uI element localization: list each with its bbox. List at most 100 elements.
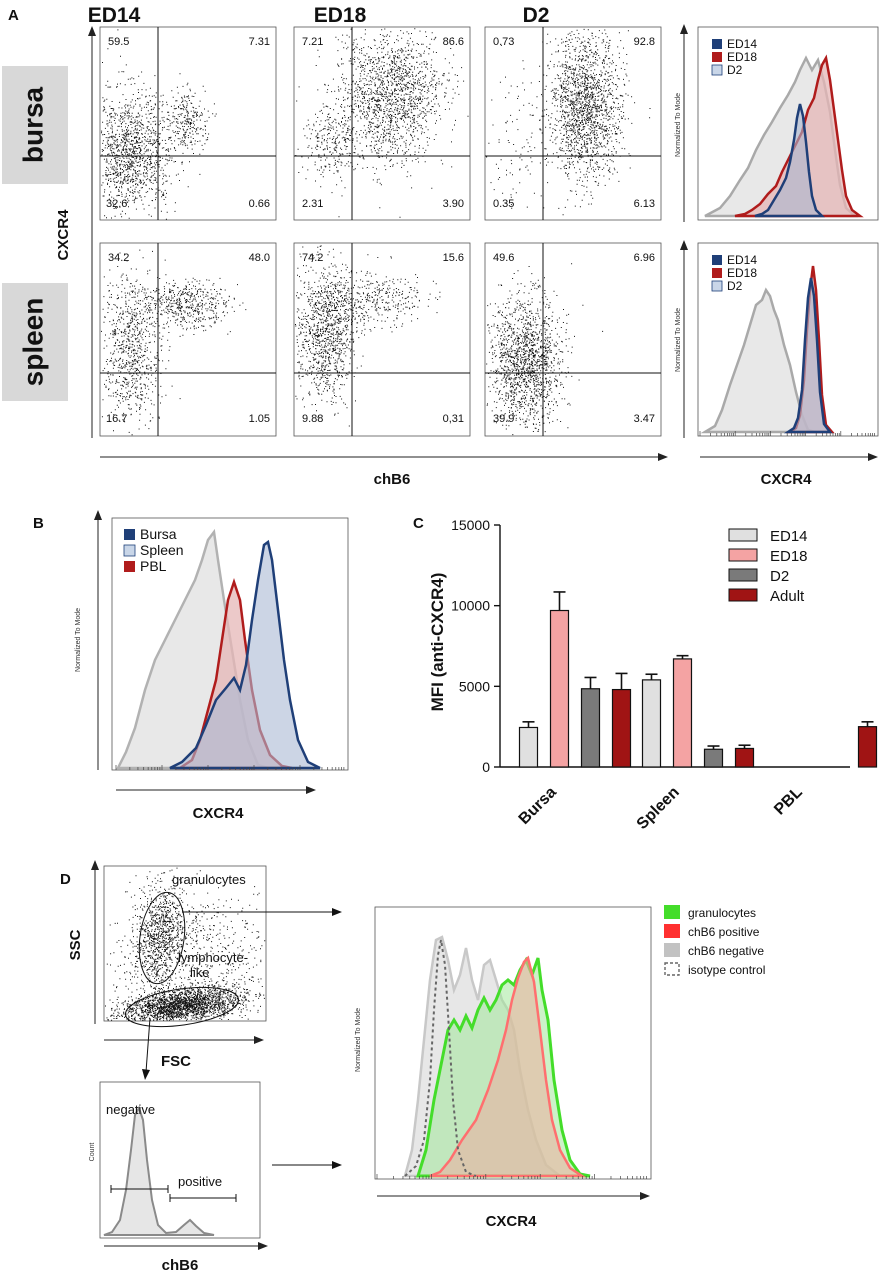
arrowhead-granulocytes [332, 908, 342, 916]
arrowhead-lymph [142, 1069, 150, 1080]
arrow-lymph-to-chb6 [145, 1017, 151, 1073]
dot-cloud [101, 29, 201, 220]
quad-spleen-ed18-ul: 74.2 [302, 252, 323, 264]
quadrant-gates [100, 27, 661, 436]
d-legend-iso-swatch [664, 962, 680, 976]
b-legend-bursa-swatch [124, 529, 135, 540]
c-legend-adult: Adult [770, 588, 805, 605]
bar-bursa-ed18 [549, 609, 570, 768]
a-hist-x-label: CXCR4 [761, 471, 813, 488]
c-legend-swatch-ed14 [728, 528, 758, 542]
c-y-axis-label: MFI (anti-CXCR4) [428, 573, 447, 712]
d-ssc-label: SSC [67, 929, 84, 960]
d-pos-curve [429, 955, 587, 1178]
quad-spleen-d2-ul: 49.6 [493, 252, 514, 264]
quad-spleen-ed18-ll: 9.88 [302, 413, 323, 425]
d-legend-pos: chB6 positive [688, 925, 760, 939]
panel-d-letter: D [60, 871, 71, 888]
row-label-bursa-box [2, 66, 68, 184]
dot-cloud [120, 274, 247, 337]
hist-spleen-y-label: Normalized To Mode [675, 308, 682, 372]
bar-pbl-adult [857, 726, 878, 768]
hist-bursa-ed14-curve [754, 103, 826, 218]
quad-spleen-ed14-lr: 1.05 [249, 413, 270, 425]
d-big-hist-y-label: Normalized To Mode [355, 1008, 362, 1072]
quad-spleen-d2-lr: 3.47 [634, 413, 655, 425]
dotplot-spleen-d2 [484, 242, 662, 437]
quad-bursa-ed18-ur: 86.6 [443, 36, 464, 48]
panel-c-letter: C [413, 515, 424, 532]
bar-spleen-d2 [703, 748, 724, 768]
b-legend-pbl-swatch [124, 561, 135, 572]
c-legend-ed18: ED18 [770, 548, 808, 565]
d-ssc-arrowhead [91, 860, 99, 870]
column-title-d2: D2 [523, 4, 550, 27]
c-category-label: Spleen [634, 784, 683, 833]
a-hist1-y-arrowhead [680, 24, 688, 34]
b-legend-spleen-swatch [123, 544, 136, 557]
dotplot-bursa-ed14 [99, 26, 277, 221]
c-legend-d2: D2 [770, 568, 789, 585]
panel-a: A ED14 ED18 D2 bursa spleen CXCR4 chB6 [2, 4, 879, 488]
quad-bursa-ed14-ur: 7.31 [249, 36, 270, 48]
d-big-hist-x-label: CXCR4 [486, 1213, 538, 1230]
quad-spleen-ed18-lr: 0,31 [443, 413, 464, 425]
c-y-tick-label: 15000 [451, 517, 490, 533]
panel-d: D SSC granulocytes lymphocyte- like FSC … [60, 860, 765, 1274]
d-scatter-frame [103, 865, 267, 1022]
c-category-label: Bursa [516, 784, 560, 828]
hist-spleen-legend-d2: D2 [727, 279, 743, 293]
quad-bursa-d2-ul: 0.73 [493, 36, 514, 48]
quad-bursa-d2-ur: 92.8 [634, 36, 655, 48]
c-legend-ed14: ED14 [770, 528, 808, 545]
bar-chart: 0 5000 10000 15000 MFI (anti-CXCR4) Bursa Sple… [428, 517, 878, 833]
c-legend-swatch-ed18 [728, 548, 758, 562]
bar-spleen-adult [734, 747, 755, 768]
c-category-label: PBL [771, 784, 806, 819]
hist-spleen-legend-ed14-swatch [712, 255, 722, 265]
b-legend-pbl: PBL [140, 558, 167, 574]
b-legend-spleen: Spleen [140, 542, 184, 558]
hist-bursa-legend-d2: D2 [727, 63, 743, 77]
b-x-arrowhead [306, 786, 316, 794]
granulocyte-gate [138, 891, 186, 985]
panel-b-letter: B [33, 515, 44, 532]
c-y-tick-label: 10000 [451, 598, 490, 614]
quad-spleen-d2-ll: 39.9 [493, 413, 514, 425]
hist-bursa-ed18-curve [734, 54, 864, 218]
panel-a-letter: A [8, 7, 19, 24]
quad-bursa-ed14-lr: 0.66 [249, 198, 270, 210]
b-hist-curves [115, 528, 321, 770]
d-chb6-count-label: Count [89, 1143, 96, 1162]
column-title-ed14: ED14 [88, 4, 141, 27]
hist-bursa-y-label: Normalized To Mode [675, 93, 682, 157]
quad-bursa-d2-ll: 0.35 [493, 198, 514, 210]
gate-label-lymphocyte-2: like [190, 965, 210, 980]
gate-label-negative: negative [106, 1102, 155, 1117]
dot-cloud [105, 977, 265, 1021]
a-y-axis-arrowhead [88, 26, 96, 36]
gate-label-positive: positive [178, 1174, 222, 1189]
gate-label-lymphocyte-1: lymphocyte- [178, 950, 248, 965]
chb6-gates [110, 1185, 237, 1202]
d-fsc-arrowhead [254, 1036, 264, 1044]
hist-spleen-ed14-curve [783, 277, 833, 434]
dotplot-spleen-ed14 [99, 242, 277, 437]
d-big-hist-x-arrowhead [640, 1192, 650, 1200]
quad-spleen-d2-ur: 6.96 [634, 252, 655, 264]
dot-cloud [106, 867, 266, 1021]
row-label-bursa: bursa [17, 86, 48, 163]
quad-bursa-ed14-ll: 32.6 [106, 198, 127, 210]
hist-bursa-legend-ed14-swatch [712, 39, 722, 49]
dotplot-spleen-ed18 [293, 242, 471, 437]
hist-spleen-legend-ed18-swatch [712, 268, 722, 278]
d-scatter-dots [105, 867, 266, 1021]
a-hist-x-arrowhead [868, 453, 878, 461]
arrowhead-chb6 [332, 1161, 342, 1169]
hist-bursa-legend-ed14: ED14 [727, 37, 757, 51]
quad-bursa-ed18-lr: 3.90 [443, 198, 464, 210]
bar-bursa-d2 [580, 688, 601, 768]
quad-spleen-ed14-ur: 48.0 [249, 252, 270, 264]
d-big-hist-curves [403, 935, 591, 1178]
